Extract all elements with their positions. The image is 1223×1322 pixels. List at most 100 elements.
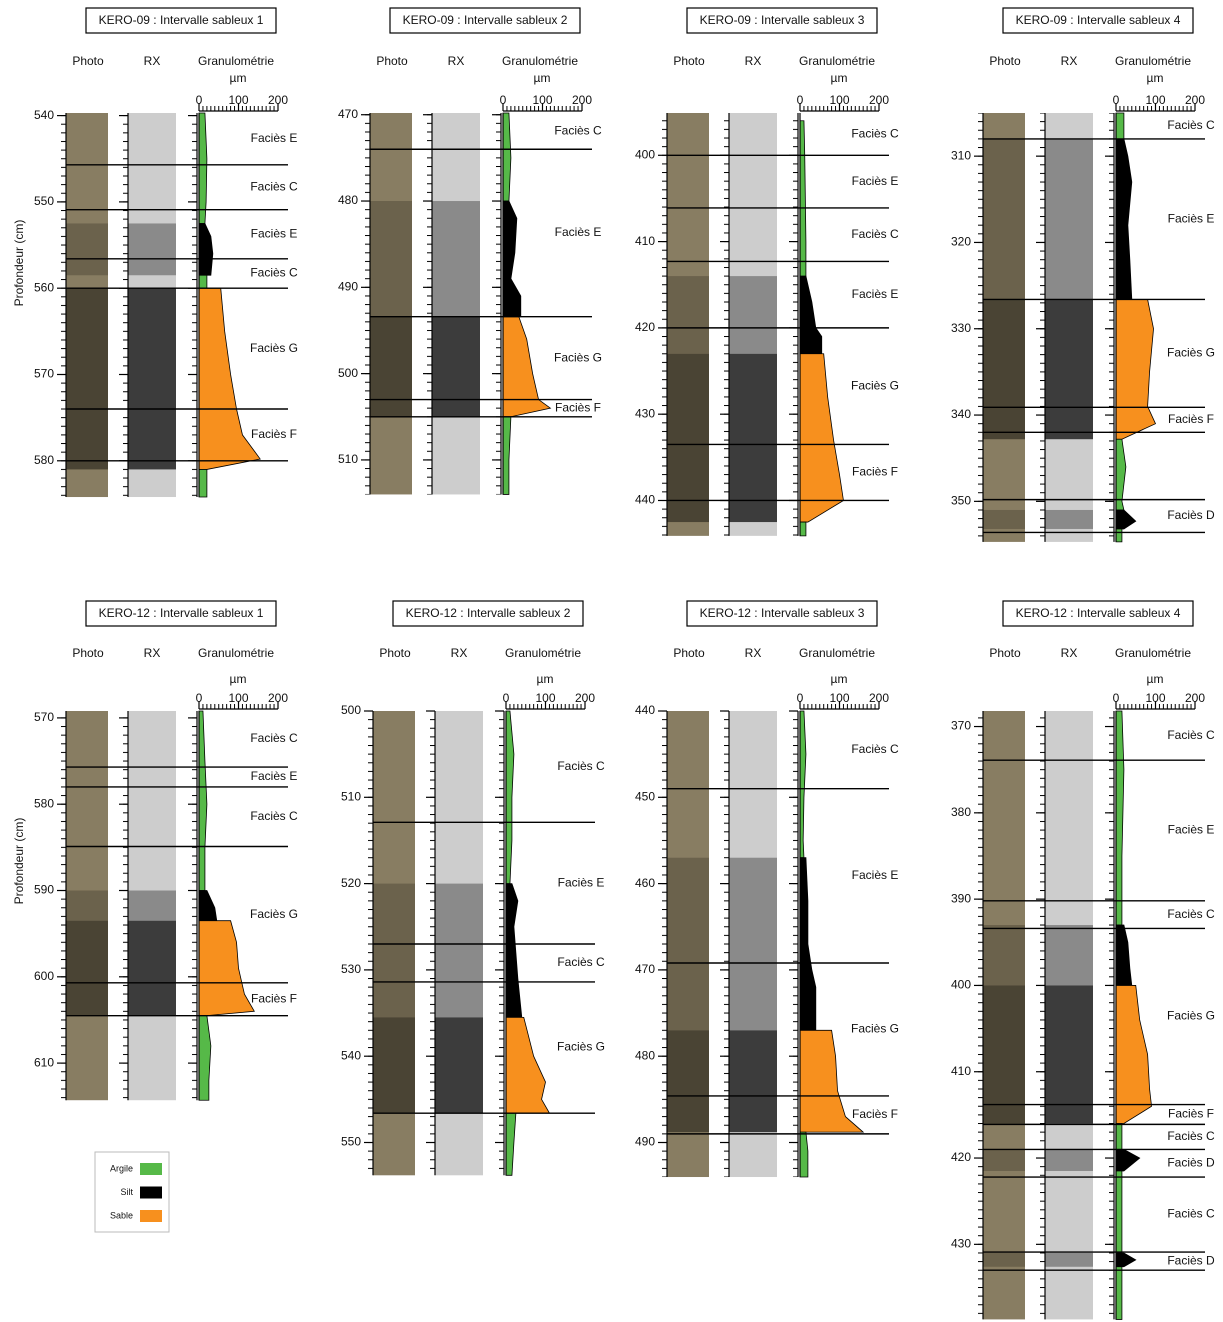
photo-shade <box>983 299 1025 440</box>
facies-label: Faciès G <box>250 907 298 921</box>
depth-tick-label: 380 <box>951 805 971 819</box>
facies-label: Faciès E <box>1168 211 1215 225</box>
depth-tick-label: 410 <box>951 1064 971 1078</box>
photo-shade <box>66 223 108 276</box>
grain-profile-argile <box>198 469 208 498</box>
minor-ticks <box>368 711 373 1176</box>
facies-label: Faciès C <box>1167 1129 1215 1143</box>
facies-label: Faciès G <box>851 1022 899 1036</box>
depth-tick-label: 430 <box>635 406 655 420</box>
grain-tick-label: 200 <box>1185 93 1205 107</box>
panel-title: KERO-09 : Intervalle sableux 2 <box>403 13 568 27</box>
facies-label: Faciès F <box>251 427 297 441</box>
grain-tick-label: 200 <box>1185 691 1205 705</box>
minor-ticks <box>1109 113 1114 542</box>
minor-ticks <box>724 113 729 536</box>
column-label: Photo <box>989 646 1021 660</box>
facies-label: Faciès G <box>554 350 602 364</box>
column-label: RX <box>1061 646 1078 660</box>
depth-tick-label: 510 <box>341 789 361 803</box>
facies-label: Faciès C <box>1167 1207 1215 1221</box>
facies-label: Faciès E <box>251 131 298 145</box>
photo-shade <box>983 925 1025 986</box>
minor-ticks <box>499 711 504 1176</box>
depth-tick-label: 420 <box>635 320 655 334</box>
grain-profile-silt <box>1115 138 1133 300</box>
facies-label: Faciès C <box>1167 728 1215 742</box>
legend-swatch <box>140 1186 162 1199</box>
facies-label: Faciès G <box>851 378 899 392</box>
column-label: Photo <box>376 54 408 68</box>
grain-profile-silt <box>799 857 817 1031</box>
title-box <box>686 600 878 627</box>
facies-label: Faciès F <box>555 400 601 414</box>
grain-tick-label: 200 <box>575 691 595 705</box>
title-box <box>389 7 581 34</box>
photo-shade <box>667 276 709 354</box>
depth-tick-label: 450 <box>635 789 655 803</box>
depth-tick-label: 580 <box>34 796 54 810</box>
column-label: Photo <box>673 646 705 660</box>
grain-profile-silt <box>198 890 218 922</box>
title-box <box>392 600 584 627</box>
minor-ticks <box>430 711 435 1176</box>
grain-profile-argile <box>1115 112 1125 140</box>
rx-shade <box>128 223 176 276</box>
facies-label: Faciès C <box>851 227 899 241</box>
grain-tick-label: 200 <box>268 691 288 705</box>
depth-tick-label: 400 <box>951 978 971 992</box>
legend-label: Sable <box>110 1210 133 1220</box>
photo-shade <box>983 1149 1025 1171</box>
grain-tick-label: 100 <box>228 691 248 705</box>
minor-ticks <box>1109 711 1114 1320</box>
facies-label: Faciès E <box>251 769 298 783</box>
grain-profile-silt <box>1115 509 1137 530</box>
unit-label: µm <box>537 672 554 686</box>
minor-ticks <box>192 711 197 1101</box>
photo-shade <box>370 316 412 417</box>
depth-tick-label: 510 <box>338 452 358 466</box>
facies-label: Faciès F <box>852 465 898 479</box>
grain-profile-argile <box>799 521 807 537</box>
depth-tick-label: 390 <box>951 891 971 905</box>
unit-label: µm <box>534 71 551 85</box>
grain-tick-label: 200 <box>268 93 288 107</box>
y-axis-label: Profondeur (cm) <box>12 818 26 905</box>
grain-profile-argile <box>799 120 807 277</box>
grain-profile-silt <box>502 200 522 318</box>
grain-profile-sable <box>198 287 261 470</box>
grain-profile-argile <box>1115 1266 1123 1320</box>
facies-label: Faciès D <box>1167 1253 1215 1267</box>
depth-tick-label: 520 <box>341 876 361 890</box>
facies-label: Faciès G <box>1167 346 1215 360</box>
title-box <box>85 7 277 34</box>
facies-label: Faciès E <box>558 875 605 889</box>
grain-profile-sable <box>198 920 255 1017</box>
column-label: Granulométrie <box>1115 54 1191 68</box>
column-label: Granulométrie <box>1115 646 1191 660</box>
depth-tick-label: 540 <box>34 108 54 122</box>
facies-label: Faciès C <box>554 123 602 137</box>
rx-shade <box>1045 925 1093 986</box>
minor-ticks <box>365 113 370 495</box>
photo-shade <box>667 857 709 1031</box>
facies-label: Faciès E <box>555 225 602 239</box>
legend-label: Argile <box>110 1163 133 1173</box>
grain-tick-label: 200 <box>869 691 889 705</box>
facies-label: Faciès E <box>251 226 298 240</box>
rx-shade <box>1045 985 1093 1124</box>
depth-tick-label: 320 <box>951 235 971 249</box>
depth-tick-label: 350 <box>951 494 971 508</box>
column-label: Photo <box>673 54 705 68</box>
title-box <box>85 600 277 627</box>
rx-shade <box>729 353 777 523</box>
legend-label: Silt <box>120 1187 133 1197</box>
rx-shade <box>432 316 480 417</box>
minor-ticks <box>978 113 983 542</box>
legend-swatch <box>140 1163 162 1175</box>
minor-ticks <box>496 113 501 495</box>
grain-profile-argile <box>505 710 515 884</box>
depth-tick-label: 480 <box>635 1048 655 1062</box>
grain-tick-label: 0 <box>1113 691 1120 705</box>
